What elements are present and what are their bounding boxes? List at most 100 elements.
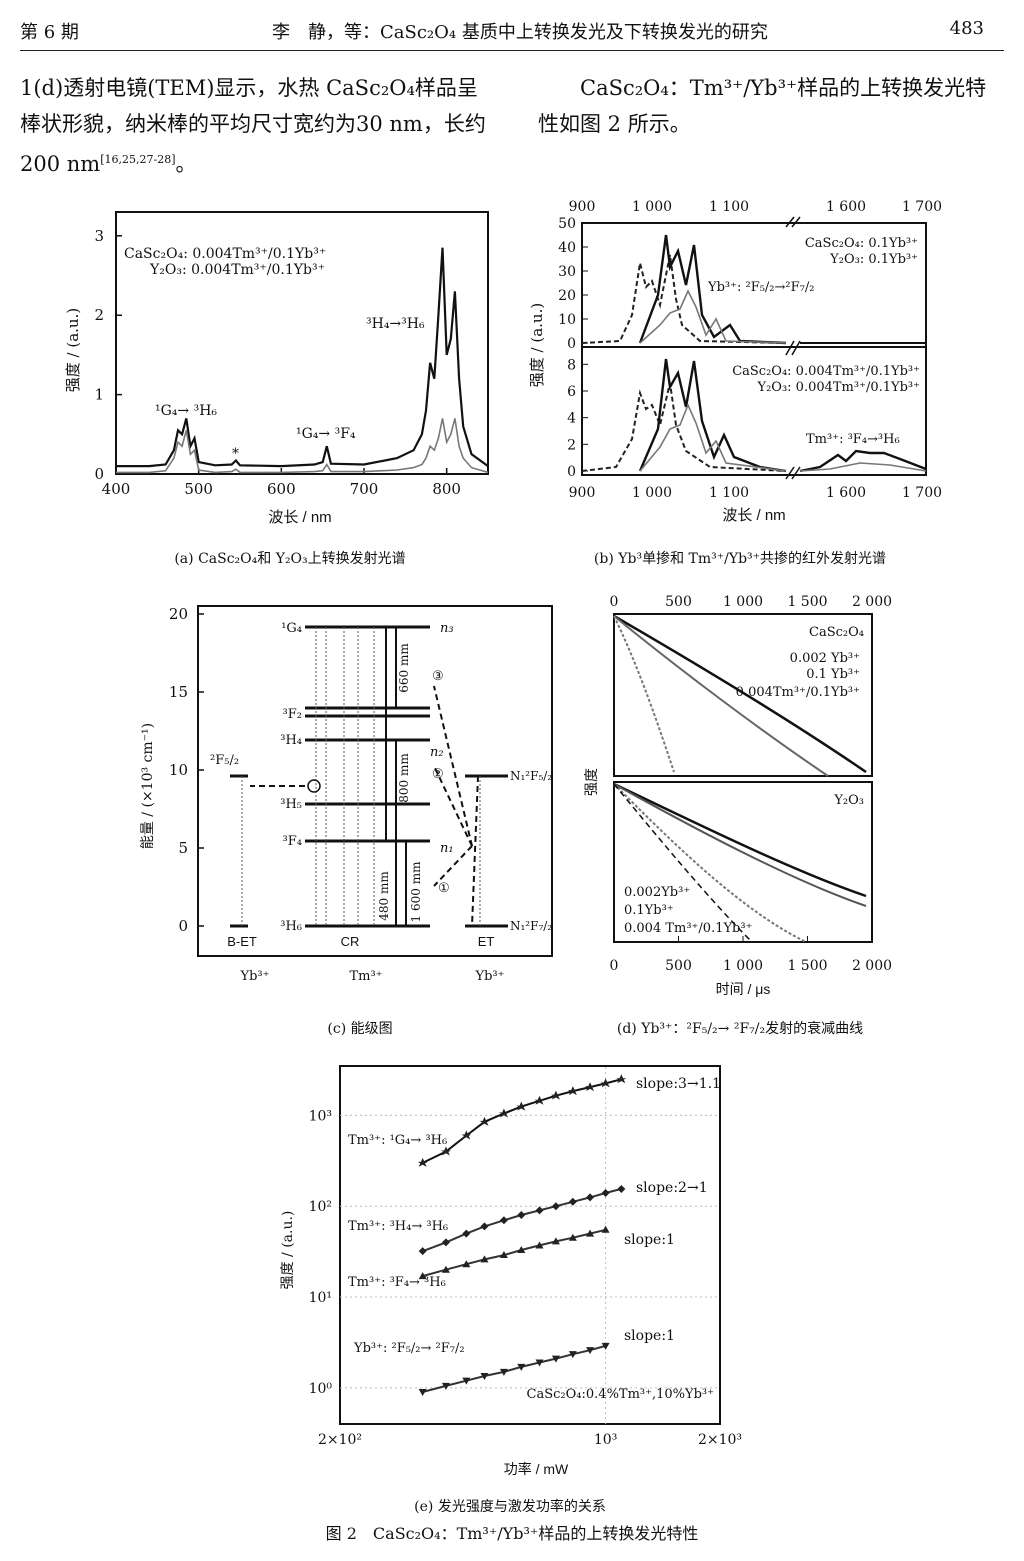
- peak-label: ³H₄→³H₆: [366, 316, 425, 332]
- level-label: ³F₂: [283, 707, 302, 722]
- legend-text: 0.002Yb³⁺: [624, 885, 690, 900]
- series-label: Tm³⁺: ³H₄→ ³H₆: [348, 1219, 448, 1234]
- y-tick-label: 2: [567, 437, 576, 453]
- x-tick-label-top: 1 600: [826, 199, 866, 215]
- spectrum-casc-bottom: [638, 358, 787, 473]
- y-axis-label: 强度 / (a.u.): [528, 303, 546, 387]
- ion-label: Tm³⁺: [349, 969, 382, 984]
- data-point: [441, 1265, 450, 1273]
- x-tick-label-top: 1 100: [709, 199, 749, 215]
- header-rule: [20, 50, 1004, 51]
- text-segment: 200 nm: [20, 152, 101, 176]
- x-tick-label-top: 1 500: [787, 594, 827, 610]
- emission-label: 1 600 mm: [409, 861, 423, 923]
- x-tick-label: 1 700: [902, 485, 942, 501]
- x-tick-label: 2×10²: [318, 1432, 362, 1448]
- data-point: [441, 1382, 450, 1390]
- data-point: [498, 1108, 509, 1118]
- data-point: [462, 1229, 471, 1238]
- axis-break: [785, 466, 795, 480]
- level-label: ³F₄: [283, 834, 302, 849]
- data-point: [601, 1342, 610, 1350]
- decay-curve: [613, 782, 867, 898]
- data-point: [551, 1355, 560, 1363]
- chart-c: 0 5 10 15 20 ¹G₄ ³F₂: [140, 605, 553, 984]
- data-point: [585, 1082, 596, 1092]
- paragraph-left: 1(d)透射电镜(TEM)显示，水热 CaSc₂O₄样品呈 棒状形貌，纳米棒的平…: [20, 70, 486, 182]
- data-point: [418, 1272, 427, 1280]
- data-point: [551, 1202, 560, 1211]
- process-label: CR: [341, 934, 360, 949]
- data-point: [499, 1216, 508, 1225]
- data-point: [499, 1251, 508, 1259]
- y-tick-label: 0: [567, 464, 576, 480]
- caption-c: (c) 能级图: [327, 1021, 393, 1037]
- spectrum-ysc-bottom: [581, 382, 787, 472]
- legend-text: Y₂O₃: 0.004Tm³⁺/0.1Yb³⁺: [757, 380, 921, 395]
- n-label: n₁: [440, 841, 454, 856]
- axis-break: [791, 216, 801, 228]
- emission-label: 480 mm: [377, 871, 391, 921]
- x-tick-label-top: 1 000: [723, 594, 763, 610]
- decay-curve: [613, 615, 675, 773]
- x-tick-label: 1 000: [632, 485, 672, 501]
- slope-label: slope:3→1.1: [636, 1076, 721, 1092]
- slope-label: slope:2→1: [636, 1180, 708, 1196]
- x-tick-label: 800: [432, 480, 461, 498]
- panel-label: Y₂O₃: [833, 793, 864, 808]
- sample-label: CaSc₂O₄:0.4%Tm³⁺,10%Yb³⁺: [527, 1387, 714, 1402]
- y-tick-label: 6: [567, 384, 576, 400]
- step-marker: ③: [432, 669, 444, 684]
- x-tick-label: 400: [102, 480, 131, 498]
- data-point: [517, 1363, 526, 1371]
- x-axis-label: 波长 / nm: [268, 509, 331, 526]
- x-tick-label: 2×10³: [698, 1432, 742, 1448]
- x-tick-label: 900: [569, 485, 596, 501]
- data-point: [480, 1255, 489, 1263]
- bet-marker: [307, 779, 321, 793]
- y-tick-label: 10¹: [309, 1290, 332, 1306]
- caption-e: (e) 发光强度与激发功率的关系: [414, 1499, 606, 1515]
- x-tick-label-top: 0: [610, 594, 619, 610]
- paragraph-line: 200 nm[16,25,27-28]。: [20, 142, 486, 182]
- axis-break: [785, 216, 795, 228]
- plot-frame: [115, 211, 489, 475]
- spectrum-casc-top: [638, 234, 787, 345]
- journal-issue: 第 6 期: [20, 22, 79, 43]
- legend-text: 0.004 Tm³⁺/0.1Yb³⁺: [624, 921, 752, 936]
- plot-frame: [197, 605, 553, 957]
- data-point: [534, 1095, 545, 1105]
- legend-text: 0.1 Yb³⁺: [806, 667, 860, 682]
- spectrum-series-2: [116, 418, 489, 474]
- legend-text: Y₂O₃: 0.1Yb³⁺: [829, 252, 918, 267]
- data-point: [417, 1157, 428, 1167]
- et-arrow-2: [433, 765, 473, 847]
- citation: [16,25,27-28]: [100, 153, 176, 166]
- plot-frame-top: [613, 613, 873, 777]
- series-label: Tm³⁺: ³F₄→ ³H₆: [348, 1275, 446, 1290]
- x-tick-label-top: 900: [569, 199, 596, 215]
- y-tick-label: 3: [94, 227, 104, 245]
- n-label: n₃: [440, 621, 454, 636]
- ion-label: Yb³⁺: [240, 969, 270, 984]
- legend-text: CaSc₂O₄: 0.004Tm³⁺/0.1Yb³⁺: [124, 246, 326, 262]
- chart-d: 0 0 500 500 1 000 1 000 1 500 1 500 2 000 2 000 C…: [584, 594, 892, 997]
- caption-b: (b) Yb³单掺和 Tm³⁺/Yb³⁺共掺的红外发射光谱: [593, 551, 887, 567]
- y-tick-label: 0: [94, 465, 104, 483]
- y-tick-label: 1: [94, 386, 104, 404]
- legend-text: CaSc₂O₄: 0.004Tm³⁺/0.1Yb³⁺: [732, 364, 920, 379]
- spectrum-tm-f4-y2o3: [799, 462, 927, 472]
- x-tick-label: 10³: [594, 1432, 617, 1448]
- paragraph-line: CaSc₂O₄：Tm³⁺/Yb³⁺样品的上转换发光特: [580, 76, 987, 100]
- data-point: [461, 1130, 472, 1140]
- y-tick-label: 0: [178, 917, 188, 935]
- data-point: [586, 1193, 595, 1202]
- x-tick-label: 1 000: [723, 958, 763, 974]
- data-point: [550, 1090, 561, 1100]
- data-point: [462, 1260, 471, 1268]
- y-axis-label: 强度 / (a.u.): [280, 1211, 296, 1290]
- y-tick-label: 50: [558, 216, 576, 232]
- level-label: N₁²F₅/₂: [510, 769, 552, 783]
- y-tick-label: 10: [558, 312, 576, 328]
- x-tick-label: 600: [267, 480, 296, 498]
